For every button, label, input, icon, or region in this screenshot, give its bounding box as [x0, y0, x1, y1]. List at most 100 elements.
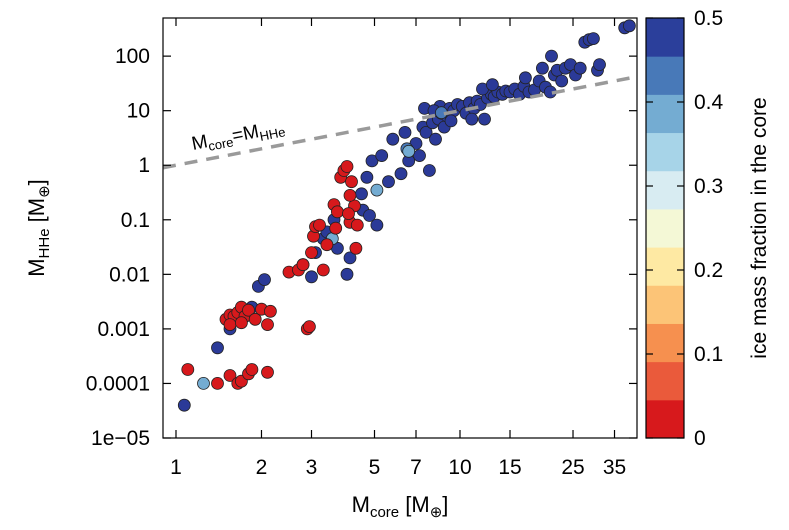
data-point: [305, 246, 318, 260]
data-point: [245, 363, 259, 376]
data-point: [211, 341, 224, 355]
data-point: [623, 19, 636, 33]
x-label-unit: [M: [399, 492, 430, 517]
x-tick-label: 3: [306, 456, 318, 479]
data-point: [398, 125, 412, 139]
data-point: [429, 132, 442, 146]
data-point: [587, 32, 600, 45]
svg-text:MHHe [M⊕]: MHHe [M⊕]: [24, 179, 53, 277]
data-point: [340, 267, 354, 281]
data-point: [316, 263, 330, 277]
svg-text:Mcore=MHHe: Mcore=MHHe: [190, 116, 287, 157]
x-axis-ticks: 1 2 3 5 7 10 15 25 35: [170, 18, 626, 479]
data-point: [370, 183, 384, 197]
y-label-sym: ⊕: [36, 185, 53, 198]
colorbar-band: [646, 323, 684, 363]
data-point: [536, 61, 549, 75]
colorbar-band: [646, 361, 684, 401]
y-label-unit: [M: [24, 198, 49, 229]
ref-label-sub2: HHe: [258, 124, 286, 144]
data-point: [360, 170, 374, 184]
reference-line: [162, 74, 638, 170]
x-label-sub: core: [370, 504, 399, 521]
data-point: [370, 218, 384, 232]
colorbar-band: [646, 94, 684, 134]
x-tick-label: 35: [603, 456, 626, 479]
y-tick-label: 0.001: [97, 318, 150, 341]
data-point: [261, 318, 274, 332]
ref-label-main: M: [190, 131, 210, 155]
plot-frame: [162, 17, 638, 439]
data-point: [545, 49, 558, 63]
data-point: [465, 112, 479, 126]
data-point: [211, 376, 224, 390]
x-label-main: M: [352, 492, 370, 517]
colorbar-tick-label: 0.1: [694, 343, 723, 366]
data-point: [263, 304, 277, 318]
data-point: [340, 160, 354, 173]
colorbar-band: [646, 399, 684, 439]
data-point: [593, 58, 606, 71]
y-tick-label: 10: [127, 100, 150, 123]
data-point: [573, 61, 587, 75]
data-point: [223, 369, 237, 382]
x-axis-label: Mcore [M⊕]: [352, 492, 449, 521]
y-tick-label: 0.0001: [86, 372, 150, 395]
ref-label-sub1: core: [207, 134, 235, 154]
data-point: [305, 270, 318, 284]
x-tick-label: 15: [498, 456, 521, 479]
data-point: [181, 363, 195, 376]
data-point: [394, 167, 408, 181]
reference-line-label: Mcore=MHHe: [190, 116, 287, 157]
colorbar-tick-label: 0.2: [694, 259, 723, 282]
colorbar-band: [646, 132, 684, 172]
data-point: [382, 175, 395, 189]
colorbar-band: [646, 247, 684, 286]
colorbar: 0 0.1 0.2 0.3 0.4 0.5: [645, 7, 724, 450]
x-label-close: ]: [442, 492, 448, 517]
x-tick-label: 25: [561, 456, 584, 479]
y-tick-label: 0.01: [109, 263, 150, 286]
data-point: [177, 398, 191, 412]
data-point: [519, 71, 532, 85]
data-point: [329, 221, 343, 235]
data-point: [330, 205, 344, 219]
data-point: [258, 273, 271, 287]
colorbar-tick-label: 0.4: [694, 91, 724, 114]
y-label-main: M: [24, 258, 49, 276]
data-point: [349, 241, 363, 255]
data-point: [478, 112, 491, 126]
data-point: [355, 187, 368, 201]
colorbar-tick-label: 0: [694, 427, 706, 450]
data-point: [345, 175, 358, 189]
data-point: [555, 74, 569, 88]
data-point: [386, 132, 400, 146]
data-point: [197, 376, 210, 390]
y-label-close: ]: [24, 179, 49, 185]
y-axis-label: MHHe [M⊕]: [24, 179, 53, 277]
data-point: [234, 316, 248, 330]
data-points: [177, 19, 636, 412]
data-point: [365, 154, 379, 168]
data-point: [320, 238, 334, 252]
x-tick-label: 2: [256, 456, 268, 479]
y-axis-ticks: 1e−05 0.0001 0.001 0.01 0.1 1 10 100: [86, 45, 637, 450]
data-point: [419, 125, 433, 139]
data-point: [413, 149, 426, 163]
data-point: [342, 207, 355, 221]
y-tick-label: 100: [115, 45, 150, 68]
colorbar-band: [646, 56, 684, 95]
y-tick-label: 1e−05: [91, 427, 150, 450]
x-tick-label: 1: [170, 456, 182, 479]
x-tick-label: 7: [410, 456, 422, 479]
colorbar-tick-label: 0.3: [694, 175, 723, 198]
data-point: [296, 258, 310, 272]
colorbar-band: [646, 18, 684, 57]
colorbar-band: [646, 208, 684, 248]
reference-line-group: [162, 74, 638, 170]
ref-label-eq: =M: [230, 121, 260, 147]
data-point: [261, 365, 274, 379]
data-point: [402, 144, 416, 158]
colorbar-tick-label: 0.5: [694, 7, 723, 30]
data-point: [248, 312, 262, 326]
